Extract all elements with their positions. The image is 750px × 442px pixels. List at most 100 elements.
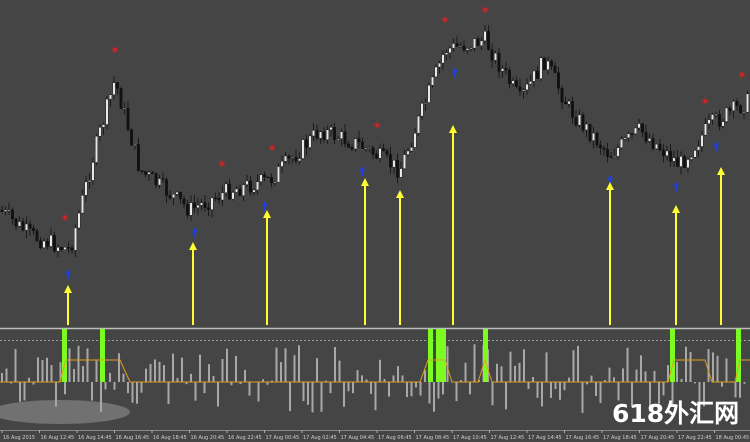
candle-body xyxy=(18,221,21,227)
buy-signal xyxy=(65,269,71,280)
candle-body xyxy=(424,102,427,104)
buy-signal xyxy=(607,175,613,185)
candle-body xyxy=(333,127,336,141)
candle-body xyxy=(518,86,522,92)
sell-signal: ✶ xyxy=(440,13,450,27)
candle-body xyxy=(357,138,361,143)
candle-body xyxy=(497,52,501,72)
time-label: 16 Aug 14:45 xyxy=(78,435,112,441)
candle-body xyxy=(396,160,399,178)
signal-bar xyxy=(736,329,741,382)
confirm-arrow-head xyxy=(263,210,271,218)
time-label: 16 Aug 18:45 xyxy=(153,435,187,441)
candle-body xyxy=(112,82,116,95)
candle-body xyxy=(252,189,256,193)
candle-body xyxy=(329,127,333,131)
candle-body xyxy=(683,156,686,168)
candle-body xyxy=(700,134,704,147)
confirm-arrow-head xyxy=(606,182,614,190)
candle-body xyxy=(434,66,438,78)
signal-bar xyxy=(670,329,675,382)
time-label: 16 Aug 16:45 xyxy=(116,435,150,441)
candle-body xyxy=(658,143,662,151)
candle-body xyxy=(742,112,746,114)
sell-signal: ✶ xyxy=(372,119,382,133)
candle-body xyxy=(196,205,200,208)
candle-body xyxy=(578,114,581,126)
candle-body xyxy=(42,240,46,248)
candle-body xyxy=(725,107,728,122)
confirm-arrow-head xyxy=(672,205,680,213)
candle-body xyxy=(11,209,14,220)
candle-body xyxy=(53,235,56,252)
time-label: 17 Aug 20:45 xyxy=(641,435,675,441)
candle-body xyxy=(361,141,364,149)
candle-body xyxy=(627,133,630,139)
candle-body xyxy=(721,121,725,127)
time-label: 17 Aug 22:45 xyxy=(678,435,712,441)
candle-body xyxy=(623,137,627,140)
candle-body xyxy=(371,147,375,155)
candle-body xyxy=(179,191,182,200)
candle-body xyxy=(634,127,637,134)
buy-signal xyxy=(673,181,679,192)
candle-body xyxy=(84,181,88,196)
candle-body xyxy=(88,180,91,183)
candle-body xyxy=(32,227,35,231)
candle-body xyxy=(56,247,60,252)
candle-body xyxy=(445,52,448,55)
candle-body xyxy=(102,124,105,128)
candle-body xyxy=(403,154,406,169)
blur-patch xyxy=(0,400,130,424)
candle-body xyxy=(214,197,217,200)
signal-line xyxy=(0,358,750,383)
candle-body xyxy=(263,174,266,178)
candle-body xyxy=(714,114,718,116)
candle-body xyxy=(266,176,270,179)
candle-body xyxy=(662,149,665,156)
candle-body xyxy=(172,194,175,199)
candle-body xyxy=(235,188,238,193)
candle-body xyxy=(644,132,648,142)
candle-body xyxy=(427,85,431,103)
candle-body xyxy=(529,81,532,85)
buy-signal xyxy=(713,141,719,152)
candle-body xyxy=(525,83,529,91)
candle-body xyxy=(487,31,490,50)
candle-body xyxy=(735,101,739,106)
candle-body xyxy=(707,119,711,124)
candle-body xyxy=(137,144,140,171)
candle-body xyxy=(158,178,161,186)
candle-body xyxy=(557,72,560,89)
candle-body xyxy=(560,87,564,103)
sell-signal: ✶ xyxy=(737,68,747,82)
sell-signal: ✶ xyxy=(217,157,227,171)
candle-body xyxy=(287,155,291,159)
candle-body xyxy=(704,123,707,136)
candle-body xyxy=(522,89,525,92)
candle-body xyxy=(728,107,732,111)
candle-body xyxy=(508,69,511,84)
confirm-arrow-head xyxy=(396,190,404,198)
candle-body xyxy=(217,198,221,201)
candle-body xyxy=(595,132,599,146)
candle-body xyxy=(574,117,578,126)
candle-body xyxy=(182,198,186,205)
time-label: 17 Aug 08:45 xyxy=(416,435,450,441)
candle-body xyxy=(259,174,263,182)
candle-body xyxy=(340,131,343,139)
signal-bar xyxy=(441,329,446,382)
candle-body xyxy=(298,158,301,162)
candle-body xyxy=(147,172,151,175)
candle-body xyxy=(151,172,154,174)
candle-body xyxy=(343,131,347,145)
candle-body xyxy=(543,57,546,70)
candle-body xyxy=(501,68,504,72)
candle-body xyxy=(613,156,616,158)
candle-body xyxy=(273,182,277,184)
candle-body xyxy=(462,45,466,51)
candle-body xyxy=(382,148,385,151)
candle-body xyxy=(326,129,329,141)
candle-body xyxy=(221,192,224,201)
candle-body xyxy=(417,115,420,134)
